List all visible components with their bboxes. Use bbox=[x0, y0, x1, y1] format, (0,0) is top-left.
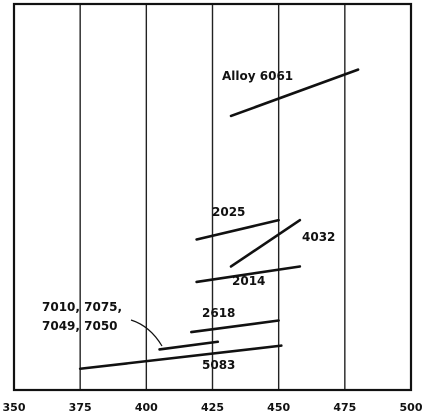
series-line-2 bbox=[229, 218, 302, 268]
leader-line bbox=[130, 319, 163, 347]
series-label-6: 5083 bbox=[202, 358, 235, 372]
x-tick-label: 400 bbox=[135, 401, 158, 414]
x-tick-label: 450 bbox=[267, 401, 290, 414]
x-tick-label: 500 bbox=[400, 401, 423, 414]
series-label-5: 7010, 7075, 7049, 7050 bbox=[42, 300, 122, 333]
x-tick-label: 425 bbox=[201, 401, 224, 414]
series-line-1 bbox=[195, 218, 280, 241]
x-tick-label: 375 bbox=[69, 401, 92, 414]
series-line-5 bbox=[158, 340, 220, 351]
series-label-4: 2618 bbox=[202, 306, 235, 320]
series-line-6 bbox=[78, 344, 283, 371]
series-line-4 bbox=[190, 319, 280, 334]
series-line-0 bbox=[229, 68, 360, 118]
series-label-0: Alloy 6061 bbox=[222, 69, 293, 83]
x-tick-label: 475 bbox=[333, 401, 356, 414]
plot-frame bbox=[12, 2, 413, 392]
series-label-3: 2014 bbox=[232, 274, 265, 288]
series-line-3 bbox=[195, 265, 302, 284]
x-tick-label: 350 bbox=[3, 401, 26, 414]
series-label-2: 4032 bbox=[302, 230, 335, 244]
series-label-1: 2025 bbox=[212, 205, 245, 219]
